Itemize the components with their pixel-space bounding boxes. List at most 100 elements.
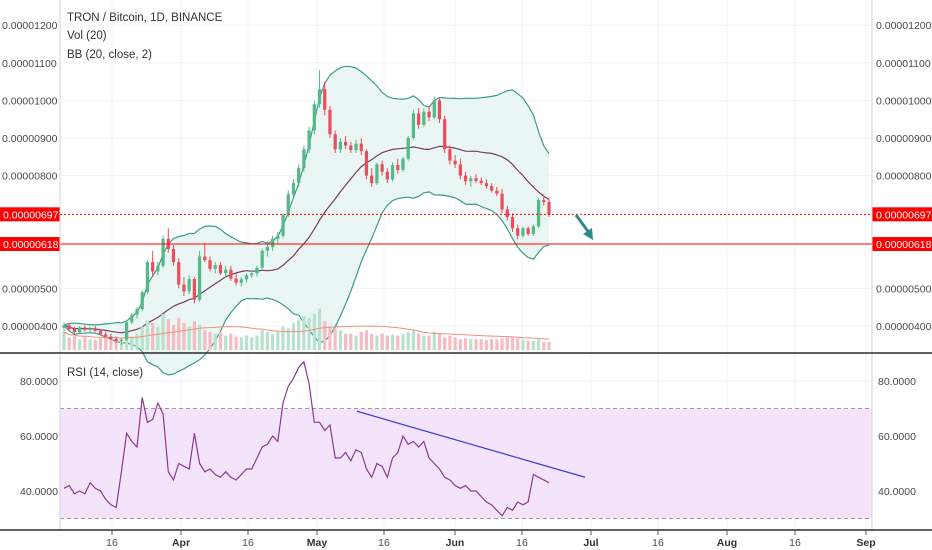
candle-body [474,178,478,181]
volume-bar [349,333,353,350]
bb-upper [63,65,550,326]
volume-bar [203,330,207,350]
volume-bar [229,333,233,350]
candle-body [422,111,426,125]
candle-body [93,328,97,331]
candle-body [109,336,113,339]
candle-body [317,89,322,105]
price-tick-label-left: 0.00000400 [2,321,58,333]
candle-body [229,269,233,279]
candle-body [349,145,353,151]
price-tick-label-right: 0.00001000 [876,95,932,107]
candle-body [338,141,343,150]
candle-body [542,200,546,202]
price-tag-right [872,207,932,222]
volume-bar [401,333,405,350]
volume-bar [104,337,108,350]
price-tag-left-label: 0.00000697 [3,209,59,221]
candle-body [276,235,280,239]
candle-body [244,275,249,280]
candle-body [260,250,264,268]
candle-body [72,329,77,333]
volume-bar [281,326,285,350]
volume-bar [323,321,327,350]
candle-body [370,175,374,184]
volume-bar [411,330,416,350]
volume-bar [286,328,290,350]
volume-bar [302,315,306,350]
volume-bar [114,341,118,350]
time-tick-label: Sep [856,537,875,549]
volume-bar [427,335,431,350]
candle-body [343,141,348,146]
candle-body [98,330,103,335]
volume-bar [265,332,270,350]
volume-bar [536,339,541,350]
price-tick-label-right: 0.00001100 [876,58,931,70]
time-tick-label: 16 [106,537,118,549]
volume-bar [270,333,275,350]
volume-bar [98,338,103,350]
candle-body [458,164,462,176]
volume-bar [83,336,87,350]
volume-bar [359,332,363,350]
candle-body [495,190,499,194]
volume-bar [484,340,489,350]
volume-bar [510,337,515,350]
candle-body [197,256,202,300]
candle-body [203,256,207,261]
candle-body [208,260,212,269]
price-tick-label-left: 0.00001000 [2,95,58,107]
volume-bar [526,341,530,350]
volume-bar [328,326,332,350]
volume-bar [343,333,348,350]
candle-body [187,279,191,292]
candle-body [192,279,196,300]
candle-body [135,309,139,315]
candle-body [401,158,405,170]
volume-bar [239,337,243,350]
candle-body [354,143,358,151]
volume-bar [291,323,296,350]
candle-body [396,165,400,170]
candle-body [250,273,254,276]
price-tag-left-label: 0.00000618 [3,239,59,251]
candle-body [531,226,535,234]
volume-bar [469,339,473,350]
volume-bar [62,332,66,350]
volume-bar [500,338,504,350]
candle-body [406,138,410,159]
volume-bar [297,319,301,350]
candle-body [411,113,416,138]
volume-bar [479,339,483,350]
volume-bar [396,335,400,350]
price-tick-label-right: 0.00000500 [876,283,932,295]
price-tag-right [872,237,932,252]
candle-body [453,160,457,165]
volume-legend: Vol (20) [67,30,107,42]
volume-bar [437,333,442,350]
volume-bar [312,314,316,350]
rsi-line [63,360,550,517]
volume-bar [255,335,259,350]
price-tick-label-left: 0.00000800 [2,171,58,183]
volume-bar [432,332,436,350]
volume-bar [93,340,97,350]
arrow-shaft [574,214,592,235]
candle-body [286,194,290,216]
volume-bar [422,335,426,350]
candle-body [526,228,530,234]
candle-body [516,228,520,236]
volume-bar [516,338,520,350]
candle-body [469,178,473,182]
candle-body [437,100,442,120]
candle-body [234,278,238,283]
volume-bar [375,335,379,350]
volume-bar [234,336,238,350]
candle-body [62,325,66,328]
volume-bar [78,339,82,350]
candle-body [88,328,92,330]
price-tick-label-right: 0.00000800 [876,171,932,183]
